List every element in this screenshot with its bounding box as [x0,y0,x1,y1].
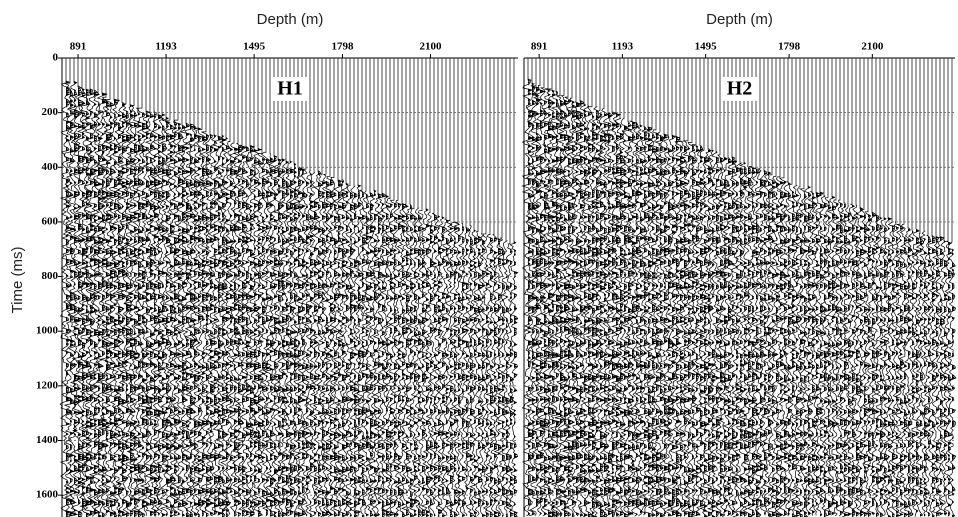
y-tick-label: 800 [42,270,59,282]
panel-annotation: H2 [727,78,753,100]
x-tick-label: 2100 [420,41,443,53]
x-tick-label: 1193 [612,41,634,53]
x-tick-label: 1193 [155,41,177,53]
x-tick-label: 1495 [243,41,266,53]
x-tick-label: 891 [70,41,87,53]
panel-annotation: H1 [277,78,303,100]
x-tick-label: 1798 [778,41,801,53]
y-tick-label: 600 [42,215,59,227]
x-axis-title: Depth (m) [257,11,324,28]
y-tick-label: 0 [53,52,59,64]
y-axis-title: Time (ms) [9,247,26,314]
y-tick-label: 1200 [36,379,59,391]
x-tick-label: 2100 [861,41,884,53]
y-tick-label: 400 [42,161,59,173]
y-tick-label: 200 [42,106,59,118]
y-tick-label: 1600 [36,489,59,501]
figure: Depth (m) 891 1193 1495 1798 2100 0 200 400 600 80… [0,0,958,517]
y-tick-label: 1000 [36,325,59,337]
x-tick-label: 1798 [331,41,354,53]
x-tick-label: 891 [531,41,548,53]
x-tick-label: 1495 [695,41,718,53]
y-tick-label: 1400 [36,434,59,446]
x-axis-title: Depth (m) [706,11,773,28]
